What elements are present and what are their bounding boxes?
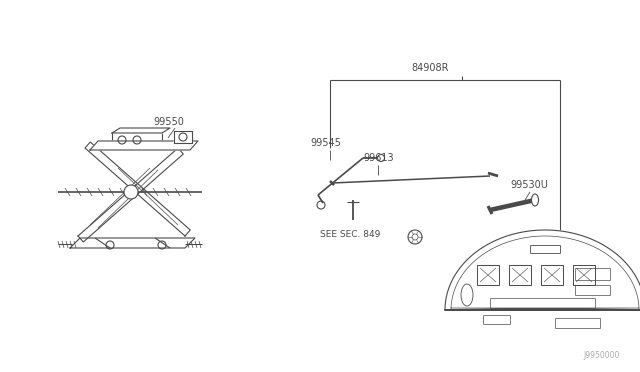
Polygon shape (70, 238, 195, 248)
Text: 99545: 99545 (310, 138, 341, 148)
Circle shape (408, 230, 422, 244)
Text: SEE SEC. 849: SEE SEC. 849 (320, 230, 380, 239)
Text: 84908R: 84908R (412, 63, 449, 73)
Polygon shape (85, 142, 190, 236)
Polygon shape (445, 230, 640, 310)
Text: 99550: 99550 (153, 117, 184, 127)
Text: 99530U: 99530U (510, 180, 548, 190)
Polygon shape (90, 141, 198, 150)
Polygon shape (174, 131, 192, 143)
Circle shape (124, 185, 138, 199)
Polygon shape (78, 148, 183, 242)
Text: J9950000: J9950000 (584, 351, 620, 360)
Polygon shape (112, 128, 170, 133)
Ellipse shape (531, 194, 538, 206)
Text: 99613: 99613 (363, 153, 394, 163)
